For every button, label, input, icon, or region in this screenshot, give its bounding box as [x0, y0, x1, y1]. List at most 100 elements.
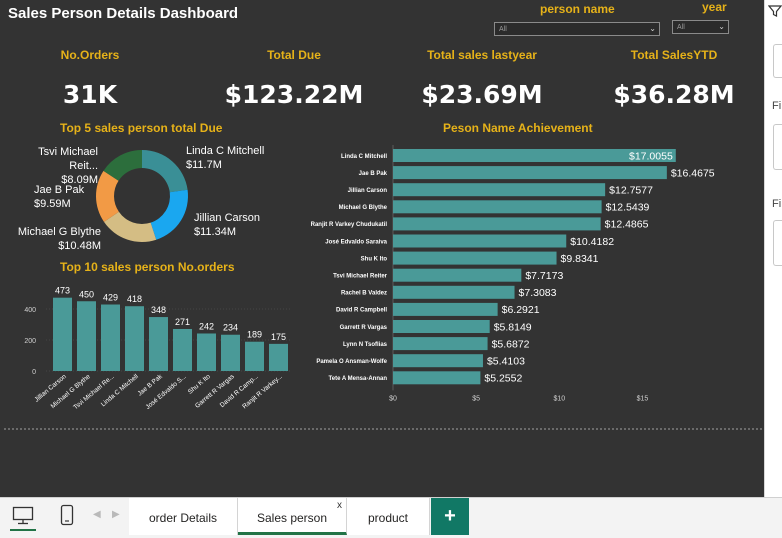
year-slicer[interactable]: All ⌄: [672, 20, 729, 34]
orders-bar[interactable]: [173, 328, 192, 371]
achievement-bar[interactable]: [393, 302, 498, 316]
achievement-category-label: José Edvaldo Saraiva: [325, 239, 387, 245]
donut-label-name: Jillian Carson: [194, 212, 261, 224]
kpi-label-sales-last-year: Total sales lastyear: [427, 48, 537, 62]
achievement-bar[interactable]: [393, 251, 557, 265]
achievement-bar-value: $12.7577: [609, 185, 653, 197]
canvas-divider: [4, 428, 762, 430]
scroll-right-icon[interactable]: ▶: [112, 509, 120, 520]
donut-label-value: $10.48M: [58, 240, 101, 252]
person-name-slicer-value: All: [499, 26, 507, 33]
achievement-bar[interactable]: [393, 200, 602, 214]
achievement-bar-value: $7.3083: [519, 287, 557, 299]
desktop-view-underline: [10, 529, 36, 531]
page-tab-bar: ◀ ▶ order Details Sales person x product…: [0, 497, 782, 538]
donut-label-name: Michael G Blythe: [17, 226, 101, 238]
donut-chart-title: Top 5 sales person total Due: [60, 121, 223, 135]
achievement-bar[interactable]: [393, 149, 676, 162]
donut-slice[interactable]: [96, 170, 119, 222]
donut-slice[interactable]: [150, 189, 188, 240]
orders-bar-value: 271: [175, 317, 190, 327]
achievement-bar-value: $17.0055: [629, 150, 673, 162]
filter-icon[interactable]: [768, 4, 782, 18]
slicer-title-year: year: [702, 0, 727, 14]
donut-slice[interactable]: [142, 150, 188, 193]
kpi-label-total-due: Total Due: [267, 48, 321, 62]
achievement-bar-chart[interactable]: $0 $5 $10 $15 Linda C Mitchell $17.0055 Jae B …: [300, 140, 720, 420]
orders-bar[interactable]: [245, 341, 264, 371]
kpi-value-total-due: $123.22M: [224, 80, 364, 109]
achievement-category-label: Lynn N Tsoflias: [343, 342, 388, 348]
scroll-left-icon[interactable]: ◀: [93, 509, 101, 520]
add-page-button[interactable]: +: [431, 498, 469, 535]
achievement-bar-value: $9.8341: [561, 253, 599, 265]
donut-label-value: $11.34M: [194, 226, 236, 238]
filter-card[interactable]: [773, 124, 782, 170]
orders-bar-value: 175: [271, 332, 286, 342]
orders-bar[interactable]: [101, 304, 120, 371]
donut-label-tsvi: Tsvi Michael Reit... $8.09M: [8, 145, 98, 187]
achievement-bar-value: $12.5439: [606, 202, 650, 214]
achievement-category-label: Tsvi Michael Reiter: [333, 274, 388, 280]
x-tick-label: $0: [389, 395, 397, 402]
orders-chart-title: Top 10 sales person No.orders: [60, 260, 235, 274]
achievement-bar-value: $5.4103: [487, 356, 525, 368]
kpi-value-sales-last-year: $23.69M: [421, 80, 543, 109]
slicer-title-person-name: person name: [540, 2, 615, 16]
achievement-category-label: Shu K Ito: [361, 256, 388, 262]
orders-category-label: Tsvi Michael Re...: [72, 373, 116, 411]
achievement-chart-title: Peson Name Achievement: [443, 121, 593, 135]
close-tab-icon[interactable]: x: [337, 500, 342, 511]
achievement-category-label: Rachel B Valdez: [341, 291, 387, 297]
orders-bar[interactable]: [53, 297, 72, 371]
orders-bar-value: 189: [247, 330, 262, 340]
achievement-bar[interactable]: [393, 166, 667, 180]
achievement-bar[interactable]: [393, 285, 515, 299]
achievement-category-label: David R Campbell: [336, 308, 387, 314]
desktop-view-icon[interactable]: [12, 506, 34, 526]
orders-bar[interactable]: [149, 317, 168, 371]
filter-label: Fi: [772, 198, 782, 210]
donut-slice[interactable]: [104, 211, 157, 242]
orders-bar[interactable]: [221, 334, 240, 371]
year-slicer-value: All: [677, 24, 685, 31]
achievement-bar[interactable]: [393, 268, 522, 282]
achievement-bar[interactable]: [393, 320, 490, 333]
orders-bar[interactable]: [125, 306, 144, 371]
kpi-value-orders: 31K: [62, 80, 118, 109]
kpi-label-sales-ytd: Total SalesYTD: [630, 48, 718, 62]
donut-chart[interactable]: [80, 140, 200, 250]
filter-card[interactable]: [773, 220, 782, 266]
achievement-bar-value: $16.4675: [671, 167, 715, 179]
filters-pane[interactable]: Fi Fi: [764, 0, 782, 497]
kpi-value-sales-ytd: $36.28M: [613, 80, 735, 109]
tab-order-details[interactable]: order Details: [129, 498, 238, 535]
person-name-slicer[interactable]: All ⌄: [494, 22, 660, 36]
achievement-category-label: Pamela O Ansman-Wolfe: [316, 359, 387, 365]
achievement-bar[interactable]: [393, 217, 601, 231]
y-tick-label: 0: [32, 369, 36, 376]
achievement-bar[interactable]: [393, 183, 606, 197]
achievement-bar[interactable]: [393, 337, 488, 351]
achievement-bar-value: $10.4182: [570, 236, 614, 248]
filter-card[interactable]: [773, 44, 782, 78]
mobile-view-icon[interactable]: [60, 504, 74, 526]
tab-product[interactable]: product: [347, 498, 430, 535]
orders-bar[interactable]: [269, 343, 288, 371]
orders-bar-value: 234: [223, 323, 238, 333]
x-tick-label: $10: [553, 395, 565, 402]
donut-slice[interactable]: [103, 150, 142, 181]
achievement-bar[interactable]: [393, 234, 567, 248]
orders-bar[interactable]: [197, 333, 216, 371]
achievement-category-label: Ranjit R Varkey Chudukatil: [311, 222, 388, 228]
donut-label-jillian: Jillian Carson $11.34M: [194, 211, 260, 239]
achievement-bar[interactable]: [393, 354, 483, 368]
orders-bar[interactable]: [77, 301, 96, 371]
x-tick-label: $15: [637, 395, 649, 402]
achievement-bar[interactable]: [393, 371, 481, 385]
kpi-label-orders: No.Orders: [60, 48, 120, 62]
achievement-category-label: Jae B Pak: [359, 171, 388, 177]
achievement-bar-value: $6.2921: [502, 304, 540, 316]
tab-sales-person[interactable]: Sales person x: [238, 498, 347, 535]
